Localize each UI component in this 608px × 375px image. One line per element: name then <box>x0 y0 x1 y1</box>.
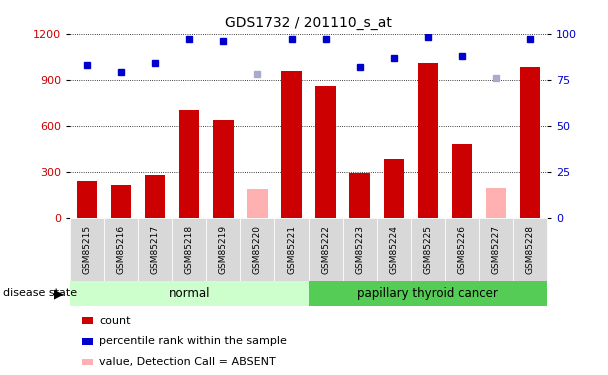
Text: value, Detection Call = ABSENT: value, Detection Call = ABSENT <box>99 357 276 367</box>
Bar <box>145 175 165 217</box>
Text: GSM85221: GSM85221 <box>287 225 296 274</box>
Text: GSM85222: GSM85222 <box>321 225 330 274</box>
Bar <box>282 70 302 217</box>
Text: GSM85223: GSM85223 <box>355 225 364 274</box>
Bar <box>520 68 541 218</box>
Bar <box>111 185 131 218</box>
Text: GSM85225: GSM85225 <box>423 225 432 274</box>
Bar <box>316 86 336 218</box>
Bar <box>350 173 370 217</box>
Bar <box>452 144 472 218</box>
Text: GSM85226: GSM85226 <box>457 225 466 274</box>
Text: papillary thyroid cancer: papillary thyroid cancer <box>358 287 499 300</box>
Bar <box>77 181 97 218</box>
Bar <box>418 63 438 217</box>
Title: GDS1732 / 201110_s_at: GDS1732 / 201110_s_at <box>225 16 392 30</box>
Text: GSM85218: GSM85218 <box>185 225 194 274</box>
Bar <box>213 120 233 218</box>
Bar <box>486 188 506 218</box>
Text: disease state: disease state <box>3 288 77 298</box>
Text: GSM85220: GSM85220 <box>253 225 262 274</box>
Text: ▶: ▶ <box>54 287 64 300</box>
Bar <box>384 159 404 218</box>
Text: GSM85215: GSM85215 <box>83 225 91 274</box>
Text: GSM85219: GSM85219 <box>219 225 228 274</box>
Bar <box>247 189 268 217</box>
Bar <box>179 110 199 218</box>
Text: count: count <box>99 316 131 326</box>
Text: GSM85217: GSM85217 <box>151 225 160 274</box>
Text: GSM85227: GSM85227 <box>491 225 500 274</box>
Text: GSM85216: GSM85216 <box>117 225 126 274</box>
Text: GSM85228: GSM85228 <box>526 225 534 274</box>
Text: normal: normal <box>168 287 210 300</box>
Text: percentile rank within the sample: percentile rank within the sample <box>99 336 287 346</box>
Text: GSM85224: GSM85224 <box>389 225 398 274</box>
